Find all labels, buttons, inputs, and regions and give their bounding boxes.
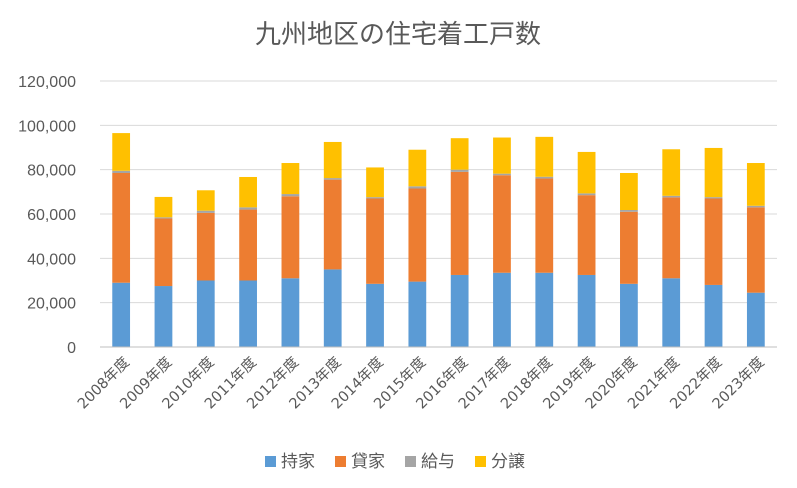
- bar-segment: [323, 269, 342, 347]
- bar-segment: [112, 170, 131, 173]
- bar-segment: [366, 283, 384, 347]
- bar-segment: [366, 167, 384, 198]
- y-tick-label: 0: [67, 340, 76, 357]
- bar-segment: [704, 197, 723, 199]
- bar-segment: [154, 286, 173, 347]
- bar-segment: [535, 178, 554, 273]
- bar-segment: [577, 195, 596, 275]
- bar-segment: [535, 272, 554, 347]
- legend-label: 持家: [281, 452, 315, 472]
- bar-segment: [281, 163, 300, 195]
- y-tick-label: 80,000: [27, 163, 76, 180]
- bar-segment: [620, 172, 638, 211]
- bar-segment: [493, 175, 511, 273]
- bar-segment: [154, 217, 173, 219]
- bar-segment: [196, 280, 215, 347]
- bar-segment: [154, 196, 173, 218]
- legend-label: 給与: [421, 452, 455, 472]
- bar-segment: [112, 282, 131, 347]
- bar-segment: [408, 188, 427, 282]
- legend: 持家 貸家 給与 分譲: [265, 452, 525, 472]
- bar-segment: [154, 218, 173, 287]
- bar-segment: [323, 179, 342, 270]
- bar-segment: [662, 195, 681, 198]
- y-tick-label: 20,000: [27, 296, 76, 313]
- bar-segment: [239, 280, 257, 347]
- bar-segment: [746, 207, 765, 293]
- bar-segment: [620, 210, 638, 212]
- bar-segment: [112, 172, 131, 283]
- legend-swatch: [405, 456, 416, 467]
- bar-segment: [281, 278, 300, 347]
- bar-segment: [620, 211, 638, 284]
- bar-segment: [662, 278, 681, 347]
- bar-segment: [450, 138, 469, 170]
- bar-segment: [493, 137, 511, 174]
- bar-segment: [493, 272, 511, 347]
- bar-segment: [662, 149, 681, 196]
- chart-title: 九州地区の住宅着工戸数: [255, 20, 541, 50]
- bar-segment: [366, 198, 384, 284]
- bar-segment: [450, 274, 469, 347]
- bar-segment: [408, 149, 427, 187]
- bar-segment: [281, 194, 300, 197]
- bar-segment: [323, 141, 342, 179]
- legend-label: 貸家: [351, 452, 385, 472]
- legend-label: 分譲: [491, 452, 525, 472]
- bar-segment: [239, 209, 257, 281]
- bar-segment: [746, 163, 765, 206]
- bar-segment: [239, 176, 257, 208]
- bar-segment: [196, 190, 215, 211]
- bar-segment: [704, 147, 723, 198]
- bars: [112, 133, 765, 347]
- legend-swatch: [475, 456, 486, 467]
- bar-segment: [746, 292, 765, 347]
- legend-swatch: [335, 456, 346, 467]
- bar-segment: [281, 196, 300, 279]
- bar-segment: [704, 198, 723, 285]
- y-tick-label: 120,000: [18, 74, 76, 91]
- y-axis-ticks: 0 20,000 40,000 60,000 80,000 100,000 120,000: [18, 74, 76, 357]
- bar-segment: [535, 136, 554, 177]
- bar-segment: [577, 151, 596, 194]
- bar-segment: [112, 133, 131, 171]
- bar-segment: [704, 284, 723, 347]
- bar-segment: [577, 193, 596, 196]
- bar-segment: [450, 169, 469, 172]
- bar-segment: [196, 210, 215, 213]
- bar-segment: [535, 176, 554, 179]
- bar-segment: [323, 178, 342, 180]
- y-tick-label: 40,000: [27, 251, 76, 268]
- bar-segment: [408, 281, 427, 347]
- bar-segment: [662, 197, 681, 279]
- bar-segment: [577, 274, 596, 347]
- bar-segment: [450, 171, 469, 275]
- bar-segment: [493, 173, 511, 176]
- bar-segment: [196, 212, 215, 281]
- bar-segment: [746, 205, 765, 208]
- y-tick-label: 60,000: [27, 207, 76, 224]
- bar-segment: [408, 186, 427, 189]
- x-axis-ticks: 2008年度2009年度2010年度2011年度2012年度2013年度2014…: [74, 354, 767, 413]
- bar-segment: [620, 283, 638, 347]
- legend-swatch: [265, 456, 276, 467]
- y-tick-label: 100,000: [18, 118, 76, 135]
- bar-segment: [239, 207, 257, 210]
- bar-segment: [366, 197, 384, 199]
